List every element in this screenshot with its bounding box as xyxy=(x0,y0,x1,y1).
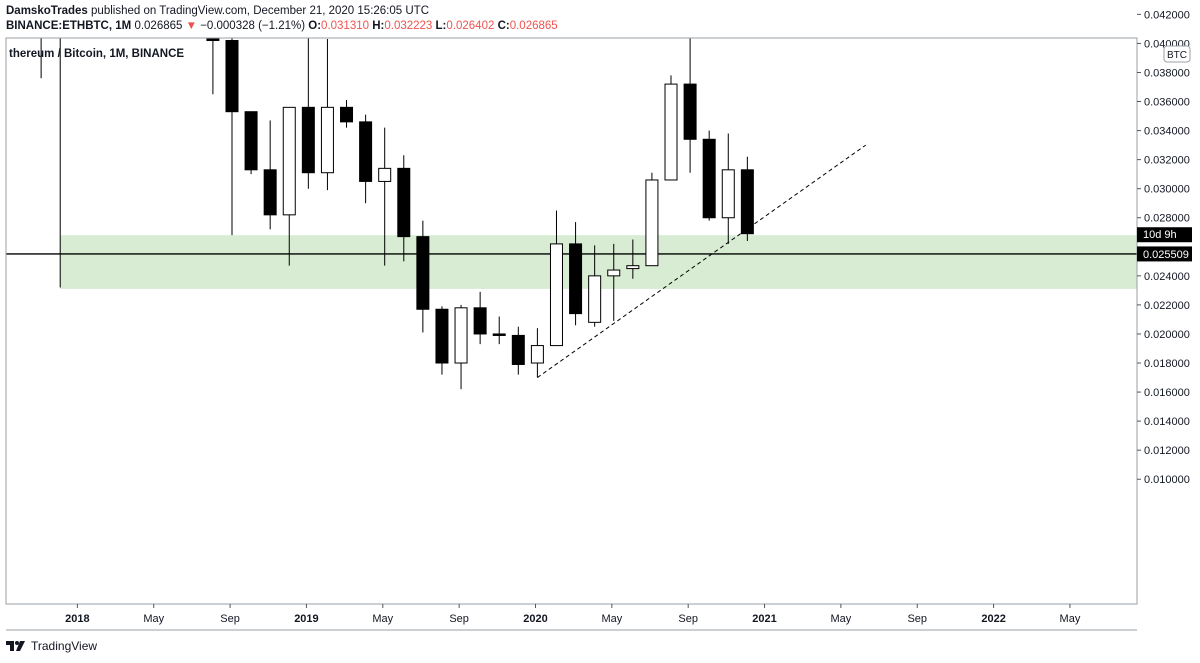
y-tick-label-11: 0.024000 xyxy=(1144,271,1190,283)
close-label: C: xyxy=(497,20,510,32)
candle-body-5 xyxy=(244,111,258,171)
candle-body-26 xyxy=(645,179,659,267)
y-tick-label-15: 0.016000 xyxy=(1144,387,1190,399)
candle-body-11 xyxy=(359,121,373,182)
x-tick-label-3: 2019 xyxy=(294,613,318,625)
y-tick-label-7: 0.034000 xyxy=(1144,126,1190,138)
candle-body-3 xyxy=(206,38,220,42)
candle-body-29 xyxy=(702,138,716,219)
y-tick-label-14: 0.018000 xyxy=(1144,358,1190,370)
candle-body-12 xyxy=(378,167,392,182)
x-tick-label-9: 2021 xyxy=(752,613,776,625)
candle-body-20 xyxy=(530,345,544,364)
y-tick-label-12: 0.022000 xyxy=(1144,300,1190,312)
candle-body-27 xyxy=(664,83,678,181)
candle-body-18 xyxy=(492,333,506,336)
y-tick-label-16: 0.014000 xyxy=(1144,416,1190,428)
x-tick-label-6: 2020 xyxy=(523,613,547,625)
symbol-label: BINANCE:ETHBTC, 1M xyxy=(6,20,132,32)
x-tick-label-2: Sep xyxy=(220,613,240,625)
support-price-tag xyxy=(1137,246,1192,262)
currency-badge-label[interactable]: BTC xyxy=(1167,50,1187,61)
candle-body-28 xyxy=(683,83,697,140)
x-tick-label-4: May xyxy=(372,613,393,625)
y-tick-label-3: 0.042000 xyxy=(1144,9,1190,21)
publisher-line: DamskoTrades published on TradingView.co… xyxy=(6,4,558,19)
quote-line: BINANCE:ETHBTC, 1M 0.026865 ▼ −0.000328 … xyxy=(6,19,558,34)
low-label: L: xyxy=(435,20,447,32)
x-tick-label-11: Sep xyxy=(907,613,927,625)
open-label: O: xyxy=(308,20,322,32)
x-tick-label-13: May xyxy=(1060,613,1081,625)
publish-info: published on TradingView.com, December 2… xyxy=(91,5,429,17)
y-tick-label-6: 0.036000 xyxy=(1144,97,1190,109)
x-tick-label-5: Sep xyxy=(449,613,469,625)
candle-body-21 xyxy=(549,243,563,347)
candle-body-24 xyxy=(607,269,621,277)
candle-body-6 xyxy=(263,169,277,216)
plot-border xyxy=(5,37,1138,605)
candle-body-15 xyxy=(435,308,449,364)
author-name[interactable]: DamskoTrades xyxy=(6,5,88,17)
chart-title: thereum / Bitcoin, 1M, BINANCE xyxy=(9,48,184,60)
candle-body-8 xyxy=(301,106,315,174)
x-tick-label-1: May xyxy=(143,613,164,625)
candle-body-10 xyxy=(340,106,354,123)
candle-body-7 xyxy=(282,106,296,216)
price-change: −0.000328 (−1.21%) xyxy=(200,20,306,32)
countdown-label: 10d 9h xyxy=(1143,229,1177,241)
x-tick-label-0: 2018 xyxy=(65,613,89,625)
high-value: 0.032223 xyxy=(384,20,433,32)
close-value: 0.026865 xyxy=(509,20,558,32)
candle-body-14 xyxy=(416,236,430,310)
candle-body-19 xyxy=(511,334,525,365)
y-tick-label-13: 0.020000 xyxy=(1144,329,1190,341)
support-price-label: 0.025509 xyxy=(1143,249,1189,261)
candle-body-17 xyxy=(473,307,487,335)
countdown-tag xyxy=(1137,227,1192,243)
candle-body-13 xyxy=(397,167,411,238)
y-tick-label-9: 0.030000 xyxy=(1144,184,1190,196)
candle-body-4 xyxy=(225,40,239,113)
chart-header: DamskoTrades published on TradingView.co… xyxy=(6,4,558,34)
candle-body-23 xyxy=(588,275,602,323)
open-value: 0.031310 xyxy=(321,20,370,32)
high-label: H: xyxy=(372,20,385,32)
candle-body-25 xyxy=(626,265,640,270)
candle-body-9 xyxy=(320,106,334,174)
last-price: 0.026865 xyxy=(134,20,183,32)
candle-body-31 xyxy=(740,169,754,235)
y-tick-label-8: 0.032000 xyxy=(1144,155,1190,167)
x-tick-label-12: 2022 xyxy=(981,613,1005,625)
low-value: 0.026402 xyxy=(446,20,495,32)
y-tick-label-17: 0.012000 xyxy=(1144,445,1190,457)
change-arrow-icon: ▼ xyxy=(185,20,197,32)
x-tick-label-8: Sep xyxy=(678,613,698,625)
candle-body-22 xyxy=(569,243,583,315)
currency-badge[interactable] xyxy=(1163,45,1191,63)
candle-body-30 xyxy=(721,169,735,219)
y-tick-label-5: 0.038000 xyxy=(1144,67,1190,79)
y-tick-label-18: 0.010000 xyxy=(1144,474,1190,486)
candle-body-16 xyxy=(454,307,468,364)
footer: TradingView xyxy=(6,639,97,653)
x-tick-label-7: May xyxy=(601,613,622,625)
x-tick-label-10: May xyxy=(830,613,851,625)
footer-brand[interactable]: TradingView xyxy=(31,639,98,653)
plot-area[interactable] xyxy=(6,0,1137,390)
tradingview-logo-icon xyxy=(6,641,25,651)
y-tick-label-10: 0.028000 xyxy=(1144,213,1190,225)
